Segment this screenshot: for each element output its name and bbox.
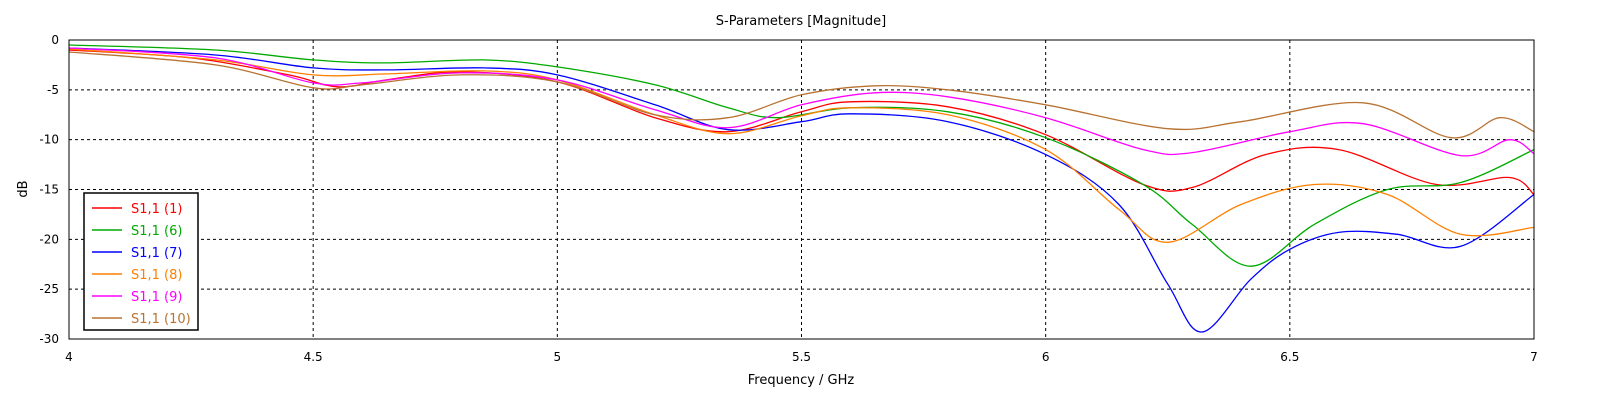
- legend-box: [83, 192, 199, 331]
- x-tick-label: 5: [554, 350, 562, 364]
- plot-frame: [68, 39, 1535, 340]
- grid: [69, 40, 1534, 339]
- x-tick-label: 6: [1042, 350, 1050, 364]
- x-tick-label: 5.5: [792, 350, 811, 364]
- legend-entry: S1,1 (6): [131, 224, 182, 239]
- series-line: [68, 49, 1535, 196]
- y-tick-label: -15: [39, 183, 59, 197]
- legend-entry: S1,1 (8): [131, 268, 182, 283]
- y-tick-label: -25: [39, 282, 59, 296]
- y-tick-labels: 0 -5 -10 -15 -20 -25 -30: [39, 33, 59, 346]
- x-tick-label: 4: [65, 350, 73, 364]
- series-line: [68, 47, 1535, 333]
- series-line: [68, 47, 1535, 157]
- chart-title: S-Parameters [Magnitude]: [716, 14, 887, 29]
- legend-entry: S1,1 (10): [131, 312, 191, 327]
- series-line: [68, 51, 1535, 139]
- x-tick-labels: 4 4.5 5 5.5 6 6.5 7: [65, 350, 1538, 364]
- y-tick-label: -10: [39, 133, 59, 147]
- legend-entry: S1,1 (7): [131, 246, 182, 261]
- x-axis-label: Frequency / GHz: [748, 373, 855, 388]
- series-layer: [68, 44, 1535, 333]
- legend-entry: S1,1 (1): [131, 202, 182, 217]
- x-tick-label: 4.5: [304, 350, 323, 364]
- y-axis-label: dB: [16, 180, 31, 197]
- y-tick-label: -20: [39, 232, 59, 246]
- legend-entry: S1,1 (9): [131, 290, 182, 305]
- x-tick-label: 7: [1530, 350, 1538, 364]
- y-tick-label: -5: [47, 83, 59, 97]
- x-tick-label: 6.5: [1280, 350, 1299, 364]
- series-line: [68, 48, 1535, 243]
- y-tick-label: 0: [51, 33, 59, 47]
- y-tick-label: -30: [39, 332, 59, 346]
- legend: S1,1 (1) S1,1 (6) S1,1 (7) S1,1 (8) S1,1 (9)…: [83, 192, 199, 331]
